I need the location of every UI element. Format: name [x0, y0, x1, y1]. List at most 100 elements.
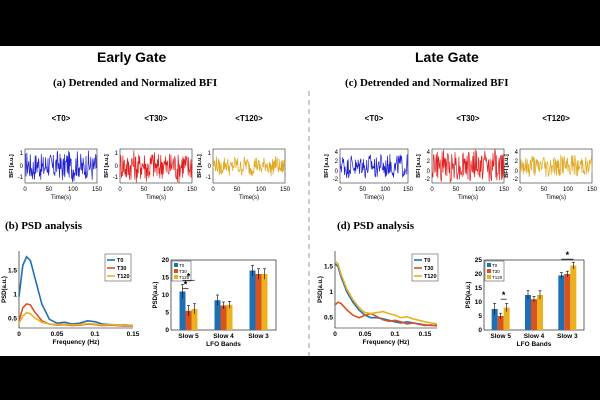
late-ytick-1-1: 2 — [427, 159, 431, 165]
early-xtick-2-0: 0 — [211, 187, 215, 193]
late-lfo-bar-T120-2 — [570, 265, 577, 330]
late-psd-legend-label-T30: T30 — [424, 266, 433, 272]
late-bfi-series-2 — [519, 154, 593, 178]
subtitle-c: (c) Detrended and Normalized BFI — [345, 77, 509, 89]
late-psd-xtick-0: 0 — [333, 331, 337, 338]
late-lfo-sig-star-1: * — [566, 250, 570, 260]
early-psd-xtick-3: 0.15 — [127, 331, 140, 338]
late-ytick-2-0: 4 — [515, 150, 519, 156]
early-xtick-2-2: 100 — [256, 187, 267, 193]
early-ylabel-1: BFI [a.u.] — [104, 154, 110, 178]
early-ytick-0-2: 1 — [20, 151, 24, 157]
late-ytick-1-3: -2 — [425, 177, 431, 183]
early-bfi-series-2 — [212, 155, 286, 177]
late-xlabel-1: Time(s) — [458, 195, 478, 201]
early-psd-legend-label-T120: T120 — [117, 274, 130, 280]
late-ytick-0-1: 2 — [335, 159, 339, 165]
late-lfo-ytick-2: 10 — [475, 299, 483, 306]
late-bfi-series-0 — [339, 154, 409, 179]
late-ylabel-1: BFI [a.u.] — [416, 154, 422, 178]
late-lfo-bar-T120-1 — [537, 295, 543, 330]
early-lfo-bar-T30-1 — [220, 305, 227, 330]
late-lfo-legend-swatch-T120 — [487, 275, 491, 279]
late-psd-xtick-3: 0.15 — [419, 331, 432, 338]
late-lfo-bar-T30-2 — [564, 274, 571, 330]
late-psd-series-T120 — [334, 260, 438, 325]
early-psd-ytick-0: 0.5 — [8, 315, 17, 322]
late-psd-ytick-2: 1.5 — [324, 263, 333, 270]
late-psd-legend-label-T0: T0 — [424, 258, 430, 264]
early-lfo-ytick-3: 15 — [162, 275, 170, 282]
early-panel-title-2: <T120> — [235, 114, 263, 123]
early-lfo-xtick-1: Slow 4 — [213, 333, 234, 340]
early-ytick-2-1: 0 — [208, 164, 212, 170]
late-ytick-2-1: 2 — [515, 159, 519, 165]
early-lfo-bar-T120-1 — [226, 304, 233, 330]
early-lfo-ytick-0: 0 — [165, 327, 169, 334]
early-ytick-1-1: 0 — [115, 164, 119, 170]
early-lfo-ylabel: PSD(a.u.) — [153, 282, 159, 309]
late-lfo-bar-T0-0 — [491, 309, 498, 330]
late-psd-ytick-0: 0.5 — [324, 315, 333, 322]
early-xtick-1-3: 150 — [187, 187, 198, 193]
late-bfi-series-1 — [431, 148, 505, 183]
early-psd-xtick-1: 0.05 — [51, 331, 64, 338]
early-lfo-bar-T120-2 — [261, 274, 268, 330]
figure-canvas: <T0> 0 50 100 150 Time(s) -1 0 1 BFI [a.u.] <T30> 0… — [0, 46, 600, 356]
late-psd-xlabel: Frequency (Hz) — [363, 339, 410, 346]
late-ytick-1-2: 0 — [427, 169, 431, 175]
early-panel-title-0: <T0> — [52, 114, 71, 123]
early-lfo-ytick-1: 5 — [165, 310, 169, 317]
late-xtick-1-0: 0 — [430, 187, 434, 193]
late-lfo-ylabel: PSD(a.u.) — [466, 282, 472, 309]
late-lfo-bar-T30-0 — [497, 316, 504, 330]
late-psd-legend-label-T120: T120 — [424, 274, 437, 280]
early-psd-series-T120 — [18, 311, 133, 327]
late-xtick-1-2: 100 — [475, 187, 486, 193]
late-lfo-legend-label-T120: T120 — [492, 275, 503, 280]
late-psd-series-T30 — [334, 301, 438, 327]
late-psd-ylabel: PSD(a.u.) — [318, 276, 324, 303]
early-xtick-0-2: 100 — [68, 187, 79, 193]
early-lfo-legend-label-T30: T30 — [179, 269, 187, 274]
late-ytick-2-2: 0 — [515, 169, 519, 175]
early-lfo-sig-star-1: * — [184, 280, 188, 290]
early-psd-ytick-1: 1 — [13, 291, 17, 298]
early-ytick-1-0: -1 — [113, 175, 119, 181]
early-xtick-2-1: 50 — [234, 187, 241, 193]
early-lfo-bar-T30-0 — [185, 310, 192, 330]
late-axes-1 — [431, 148, 505, 184]
early-xlabel-1: Time(s) — [146, 195, 166, 201]
early-panel-title-1: <T30> — [144, 114, 167, 123]
early-xtick-0-1: 50 — [46, 187, 53, 193]
early-ylabel-2: BFI [a.u.] — [197, 154, 203, 178]
late-panel-title-0: <T0> — [365, 114, 384, 123]
late-ytick-2-3: -2 — [513, 177, 519, 183]
early-psd-legend-label-T30: T30 — [117, 266, 126, 272]
late-xtick-0-2: 100 — [380, 187, 391, 193]
late-xtick-2-1: 50 — [541, 187, 548, 193]
late-psd-xtick-2: 0.1 — [390, 331, 399, 338]
late-lfo-legend-label-T0: T0 — [492, 263, 498, 268]
late-xtick-2-0: 0 — [518, 187, 522, 193]
late-xtick-1-1: 50 — [453, 187, 460, 193]
subtitle-d: (d) PSD analysis — [337, 220, 415, 232]
late-lfo-bar-T0-1 — [525, 295, 531, 330]
late-lfo-bar-T0-2 — [558, 275, 565, 330]
early-xtick-1-2: 100 — [163, 187, 174, 193]
late-xlabel-0: Time(s) — [364, 195, 384, 201]
early-bfi-series-1 — [119, 150, 193, 183]
late-lfo-legend-swatch-T30 — [487, 269, 491, 273]
late-lfo-xtick-2: Slow 3 — [557, 333, 578, 340]
late-xtick-0-1: 50 — [359, 187, 366, 193]
early-psd-xtick-2: 0.1 — [90, 331, 99, 338]
late-psd-ytick-1: 1 — [329, 289, 333, 296]
late-ylabel-0: BFI [a.u.] — [324, 154, 330, 178]
late-lfo-xtick-1: Slow 4 — [524, 333, 545, 340]
late-lfo-ytick-0: 0 — [478, 327, 482, 334]
late-ylabel-2: BFI [a.u.] — [504, 154, 510, 178]
early-ylabel-0: BFI [a.u.] — [9, 154, 15, 178]
subtitle-b: (b) PSD analysis — [5, 220, 83, 232]
early-lfo-bar-T0-1 — [214, 300, 221, 330]
early-ytick-2-0: -1 — [206, 175, 212, 181]
